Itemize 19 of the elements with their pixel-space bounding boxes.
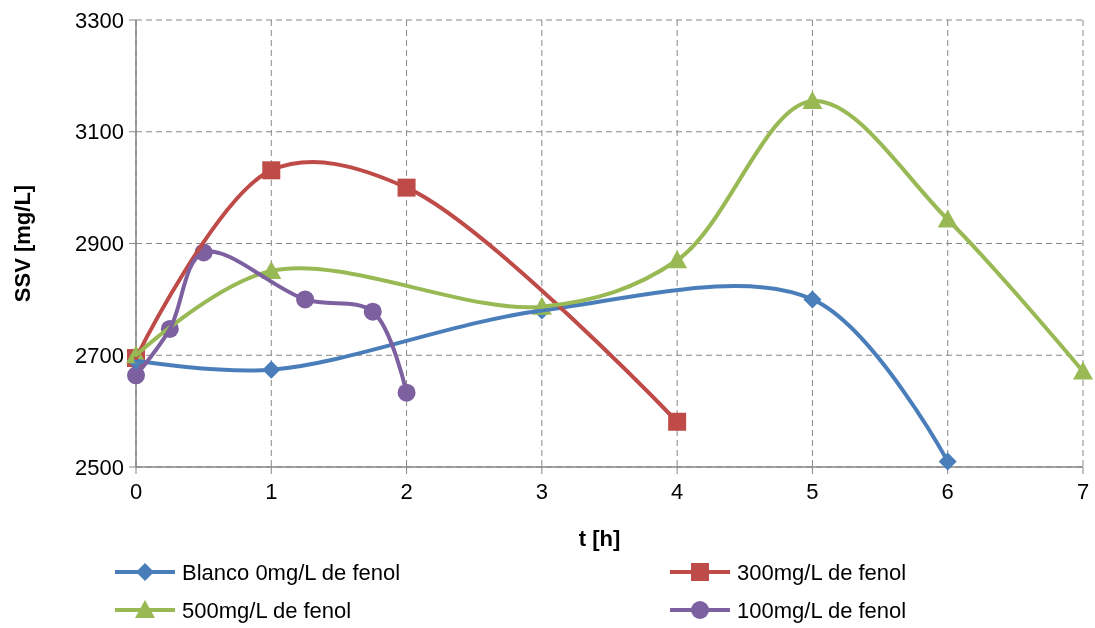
x-tick-label: 7 (1076, 479, 1090, 504)
x-axis-title: t [h] (578, 526, 621, 551)
y-tick-label: 3300 (75, 7, 124, 33)
x-tick-label: 6 (941, 479, 954, 504)
legend-label: 300mg/L de fenol (737, 559, 907, 585)
x-tick-label: 2 (400, 479, 413, 504)
y-axis-title: SSV [mg/L] (10, 184, 35, 303)
x-tick-label: 0 (129, 479, 143, 504)
y-tick-label: 3100 (75, 119, 124, 145)
y-tick-label: 2900 (75, 231, 124, 257)
x-tick-label: 3 (535, 479, 548, 504)
legend-label: Blanco 0mg/L de fenol (182, 559, 401, 585)
x-tick-label: 1 (265, 479, 278, 504)
x-tick-label: 4 (671, 479, 684, 504)
legend-label: 100mg/L de fenol (737, 597, 907, 623)
x-tick-label: 5 (806, 479, 819, 504)
y-tick-label: 2700 (75, 342, 124, 368)
legend-label: 500mg/L de fenol (182, 597, 352, 623)
y-tick-label: 2500 (75, 454, 124, 480)
